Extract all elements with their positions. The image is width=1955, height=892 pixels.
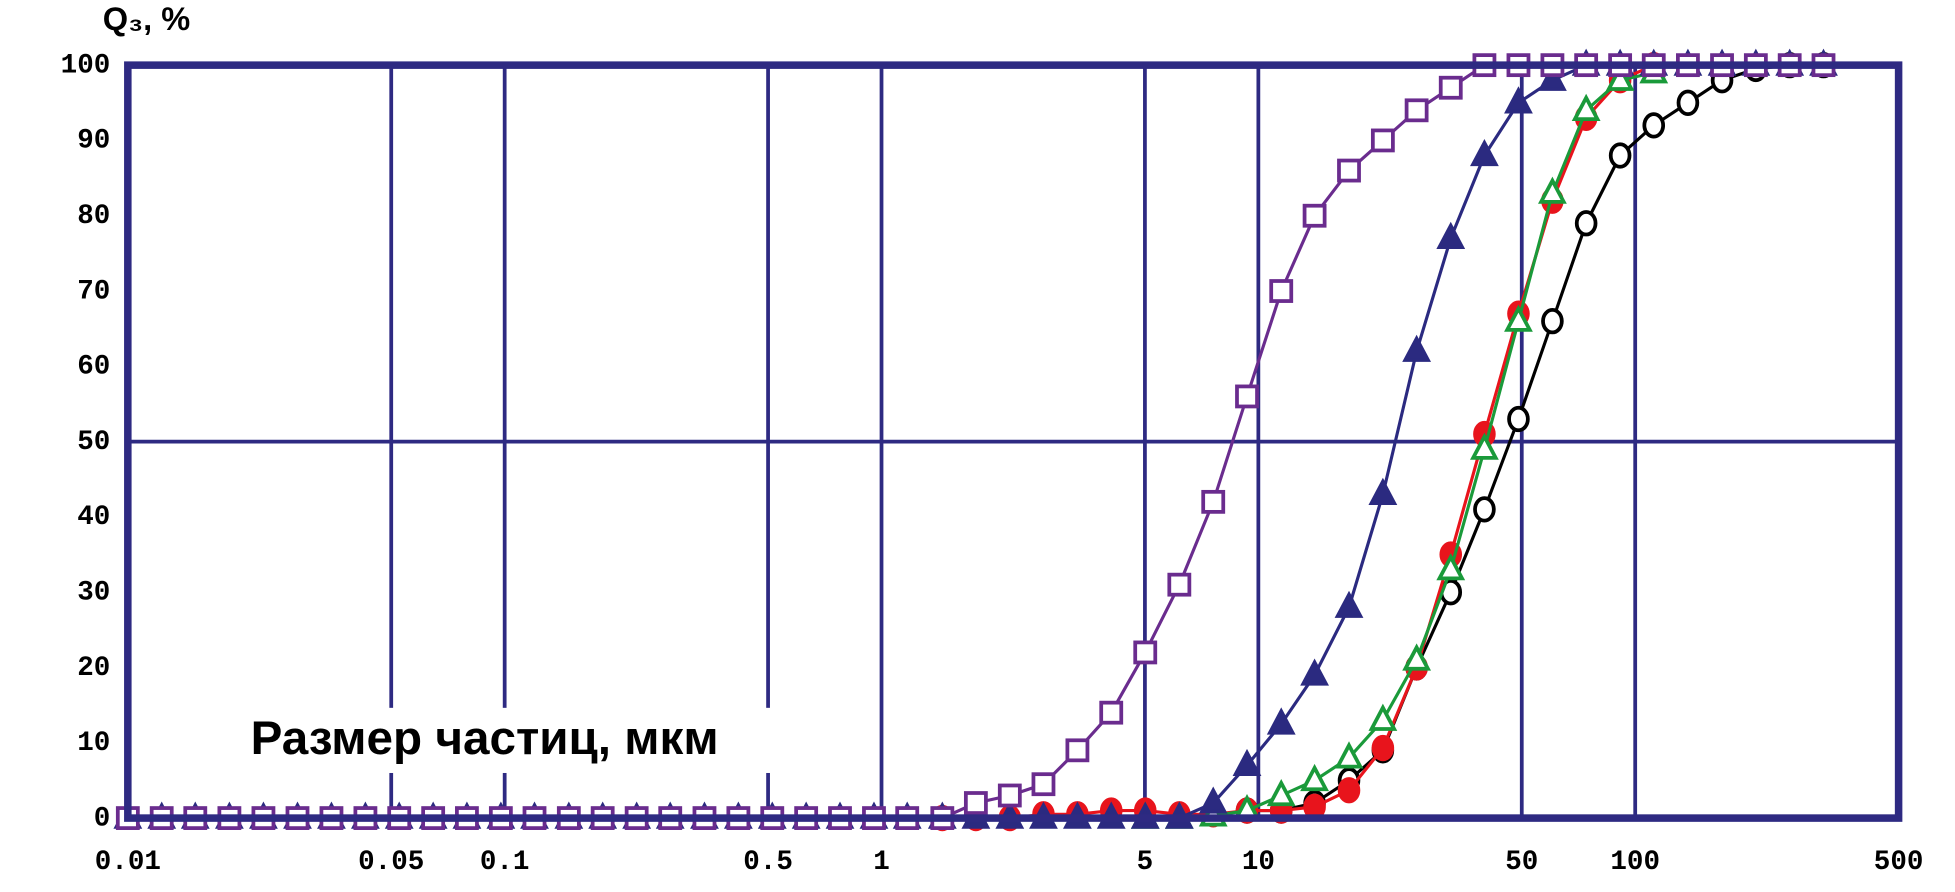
- y-tick-label: 20: [77, 653, 110, 684]
- triangle-marker: [1334, 741, 1364, 769]
- x-tick-label: 50: [1505, 847, 1538, 878]
- square-marker: [1167, 572, 1192, 597]
- triangle-marker: [1266, 778, 1296, 807]
- circle-marker: [1337, 777, 1361, 804]
- circle-marker: [1473, 496, 1496, 523]
- series-group: [1235, 51, 1835, 824]
- circle-marker: [1608, 142, 1632, 169]
- y-tick-label: 90: [77, 126, 110, 157]
- x-tick-label: 1: [873, 847, 890, 878]
- triangle-marker: [1300, 763, 1329, 792]
- x-axis-label: Размер частиц, мкм: [251, 712, 719, 765]
- triangle-marker: [1334, 590, 1364, 618]
- y-tick-label: 60: [77, 352, 110, 383]
- square-marker: [1269, 279, 1294, 303]
- square-marker: [1201, 489, 1226, 514]
- triangle-marker: [1300, 658, 1329, 686]
- circle-marker: [1574, 210, 1598, 237]
- circle-marker: [1676, 89, 1700, 116]
- triangle-marker: [1605, 63, 1635, 91]
- y-tick-label: 80: [77, 201, 110, 232]
- y-axis-label: Q₃, %: [103, 1, 190, 37]
- triangle-marker: [1504, 86, 1533, 114]
- triangle-marker: [1198, 786, 1228, 814]
- triangle-marker: [1368, 703, 1398, 731]
- y-tick-label: 0: [94, 803, 111, 834]
- square-marker: [1133, 640, 1158, 665]
- triangle-marker: [1470, 432, 1499, 460]
- series-line: [1247, 63, 1824, 813]
- triangle-marker: [1538, 63, 1567, 91]
- square-marker: [1235, 384, 1259, 409]
- square-marker: [1065, 738, 1090, 763]
- x-tick-label: 0.5: [743, 847, 793, 878]
- triangle-marker: [1368, 477, 1398, 505]
- plot-frame: [124, 61, 1903, 822]
- circle-marker: [1507, 405, 1530, 433]
- square-marker: [1337, 158, 1361, 183]
- circle-marker: [1642, 112, 1666, 139]
- triangle-marker: [1538, 176, 1567, 204]
- triangle-marker: [1436, 221, 1466, 249]
- label-background: [244, 707, 815, 773]
- y-tick-label: 40: [77, 502, 110, 533]
- triangle-marker: [1402, 334, 1432, 362]
- square-marker: [1404, 98, 1429, 123]
- frame: [124, 61, 1903, 822]
- square-marker: [963, 791, 988, 815]
- x-tick-label: 0.05: [358, 847, 424, 878]
- y-tick-label: 10: [77, 728, 110, 759]
- x-tick-label: 10: [1242, 847, 1275, 878]
- triangle-marker: [1571, 93, 1601, 121]
- y-tick-label: 50: [77, 427, 110, 458]
- y-tick-label: 100: [61, 50, 111, 81]
- x-tick-label: 0.01: [95, 847, 161, 878]
- series-line: [1145, 71, 1655, 820]
- x-tick-label: 500: [1874, 847, 1924, 878]
- square-marker: [1438, 75, 1463, 100]
- x-tick-label: 0.1: [480, 847, 530, 878]
- square-marker: [1370, 128, 1395, 153]
- circle-marker: [1541, 307, 1564, 335]
- square-marker: [1099, 700, 1124, 725]
- triangle-marker: [1402, 643, 1432, 671]
- triangle-marker: [1266, 707, 1296, 735]
- triangle-marker: [1470, 138, 1499, 167]
- square-marker: [1302, 203, 1327, 228]
- triangle-marker: [1436, 553, 1466, 581]
- square-marker: [997, 783, 1022, 808]
- triangle-marker: [1504, 304, 1533, 332]
- y-tick-label: 70: [77, 276, 110, 307]
- circle-marker: [1371, 734, 1395, 762]
- triangle-marker: [1232, 748, 1262, 777]
- y-tick-label: 30: [77, 577, 110, 608]
- x-tick-label: 100: [1610, 847, 1660, 878]
- square-marker: [1031, 772, 1056, 797]
- x-tick-label: 5: [1137, 847, 1154, 878]
- grid: [125, 65, 1901, 819]
